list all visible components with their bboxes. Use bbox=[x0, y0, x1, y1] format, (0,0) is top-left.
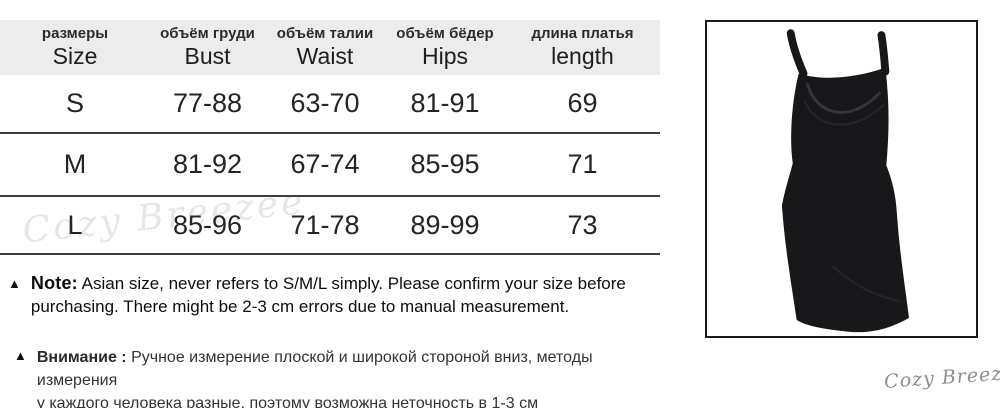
header-hips: объём бёдер Hips bbox=[385, 24, 505, 70]
waist-value: 71-78 bbox=[290, 209, 360, 240]
header-waist: объём талии Waist bbox=[265, 24, 385, 70]
table-row-s: S 77-88 63-70 81-91 69 bbox=[0, 75, 660, 134]
header-length: длина платья length bbox=[505, 24, 660, 70]
note-russian-label: Внимание : bbox=[36, 349, 127, 366]
note-russian-line1: Ручное измерение плоской и широкой сторо… bbox=[36, 349, 593, 390]
black-dress-image bbox=[781, 29, 909, 333]
header-size: размеры Size bbox=[0, 24, 150, 70]
bust-value: 85-96 bbox=[172, 209, 243, 240]
triangle-marker-icon: ▲ bbox=[8, 276, 21, 291]
note-english-text: Note: Asian size, never refers to S/M/L … bbox=[31, 272, 626, 318]
note-russian-text: Внимание : Ручное измерение плоской и ши… bbox=[37, 346, 669, 408]
header-length-en: length bbox=[551, 43, 614, 70]
header-hips-ru: объём бёдер bbox=[396, 24, 494, 42]
note-english-line2: purchasing. There might be 2-3 cm errors… bbox=[30, 296, 570, 316]
header-hips-en: Hips bbox=[421, 43, 468, 70]
bust-value: 81-92 bbox=[172, 149, 243, 179]
header-size-en: Size bbox=[52, 43, 98, 70]
header-bust-en: Bust bbox=[184, 43, 231, 70]
bust-value: 77-88 bbox=[172, 88, 243, 118]
hips-value: 85-95 bbox=[410, 149, 480, 179]
note-russian-line2: у каждого человека разные, поэтому возмо… bbox=[36, 395, 539, 408]
header-waist-ru: объём талии bbox=[276, 24, 374, 42]
header-waist-en: Waist bbox=[296, 43, 354, 70]
waist-value: 63-70 bbox=[290, 88, 360, 118]
length-value: 73 bbox=[567, 209, 598, 240]
length-value: 69 bbox=[567, 88, 598, 118]
header-length-ru: длина платья bbox=[531, 24, 634, 42]
table-header-row: размеры Size объём груди Bust объём тали… bbox=[0, 20, 660, 75]
table-row-l: L 85-96 71-78 89-99 73 bbox=[0, 197, 660, 255]
header-bust-ru: объём груди bbox=[160, 24, 255, 42]
table-row-m: M 81-92 67-74 85-95 71 bbox=[0, 134, 660, 197]
note-english-line1: Asian size, never refers to S/M/L simply… bbox=[81, 274, 626, 293]
note-english-label: Note: bbox=[30, 273, 78, 293]
header-bust: объём груди Bust bbox=[150, 24, 265, 70]
size-value: M bbox=[63, 149, 87, 179]
length-value: 71 bbox=[567, 149, 598, 179]
waist-value: 67-74 bbox=[290, 149, 360, 179]
hips-value: 89-99 bbox=[410, 209, 480, 240]
size-value: S bbox=[65, 88, 84, 118]
size-chart-table: размеры Size объём груди Bust объём тали… bbox=[0, 20, 660, 255]
size-value: L bbox=[67, 209, 83, 240]
hips-value: 81-91 bbox=[410, 88, 480, 118]
triangle-marker-icon: ▲ bbox=[14, 348, 27, 363]
header-size-ru: размеры bbox=[41, 24, 109, 42]
note-russian: ▲ Внимание : Ручное измерение плоской и … bbox=[14, 346, 669, 408]
note-english: ▲ Note: Asian size, never refers to S/M/… bbox=[8, 272, 688, 318]
product-photo-frame bbox=[705, 20, 978, 338]
watermark-script: Cozy Breezee bbox=[883, 361, 1000, 393]
